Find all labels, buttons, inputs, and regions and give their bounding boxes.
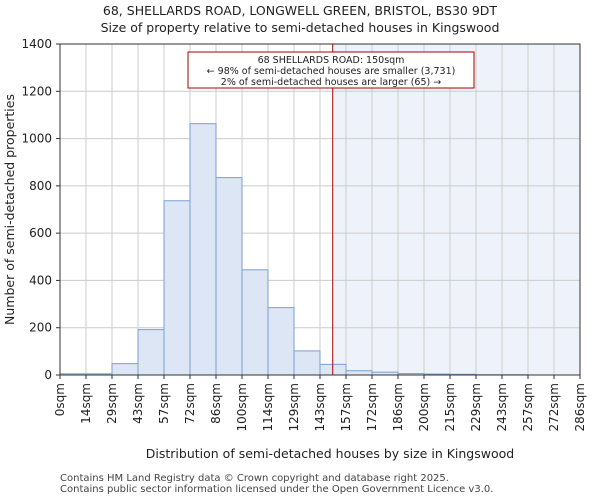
- x-tick-label: 72sqm: [183, 383, 197, 424]
- bar-129sqm: [293, 350, 321, 376]
- x-tick-label: 100sqm: [235, 383, 249, 431]
- bar-43sqm: [137, 329, 165, 376]
- x-tick-label: 215sqm: [443, 383, 457, 431]
- x-tick-label: 57sqm: [157, 383, 171, 424]
- y-tick-label: 400: [29, 273, 52, 287]
- chart-subtitle: Size of property relative to semi-detach…: [100, 20, 500, 35]
- y-tick-label: 1200: [21, 84, 52, 98]
- x-tick-label: 186sqm: [391, 383, 405, 431]
- x-tick-label: 257sqm: [521, 383, 535, 431]
- x-tick-label: 14sqm: [79, 383, 93, 424]
- annotation-box: [187, 51, 475, 89]
- x-tick-label: 243sqm: [495, 383, 509, 431]
- x-tick-label: 229sqm: [469, 383, 483, 431]
- y-tick-label: 1000: [21, 132, 52, 146]
- footer-licence: Contains public sector information licen…: [60, 484, 494, 495]
- bar-157sqm: [345, 370, 373, 376]
- footer-copyright: Contains HM Land Registry data © Crown c…: [60, 473, 449, 484]
- x-tick-label: 114sqm: [261, 383, 275, 431]
- annotation-line-3: 2% of semi-detached houses are larger (6…: [221, 77, 441, 88]
- x-tick-label: 86sqm: [209, 383, 223, 424]
- x-tick-label: 129sqm: [287, 383, 301, 431]
- annotation-line-2: ← 98% of semi-detached houses are smalle…: [207, 66, 456, 77]
- y-axis-label: Number of semi-detached properties: [2, 94, 17, 325]
- highlight-region: [332, 44, 580, 375]
- y-tick-label: 0: [44, 368, 52, 382]
- bar-86sqm: [215, 177, 243, 376]
- y-tick-label: 600: [29, 226, 52, 240]
- bar-29sqm: [111, 363, 139, 376]
- x-tick-label: 200sqm: [417, 383, 431, 431]
- x-tick-label: 29sqm: [105, 383, 119, 424]
- x-tick-label: 286sqm: [573, 383, 587, 431]
- x-tick-label: 143sqm: [313, 383, 327, 431]
- y-tick-label: 1400: [21, 37, 52, 51]
- x-tick-label: 272sqm: [547, 383, 561, 431]
- bar-114sqm: [267, 307, 295, 376]
- y-tick-label: 800: [29, 179, 52, 193]
- bar-57sqm: [163, 200, 191, 376]
- x-axis-label: Distribution of semi-detached houses by …: [146, 446, 514, 461]
- x-tick-label: 0sqm: [53, 383, 67, 416]
- chart-title: 68, SHELLARDS ROAD, LONGWELL GREEN, BRIS…: [102, 3, 498, 18]
- y-tick-label: 200: [29, 321, 52, 335]
- x-tick-label: 43sqm: [131, 383, 145, 424]
- annotation-line-1: 68 SHELLARDS ROAD: 150sqm: [258, 55, 405, 66]
- x-tick-label: 157sqm: [339, 383, 353, 431]
- bar-100sqm: [241, 269, 269, 376]
- x-tick-label: 172sqm: [365, 383, 379, 431]
- bar-72sqm: [189, 123, 217, 376]
